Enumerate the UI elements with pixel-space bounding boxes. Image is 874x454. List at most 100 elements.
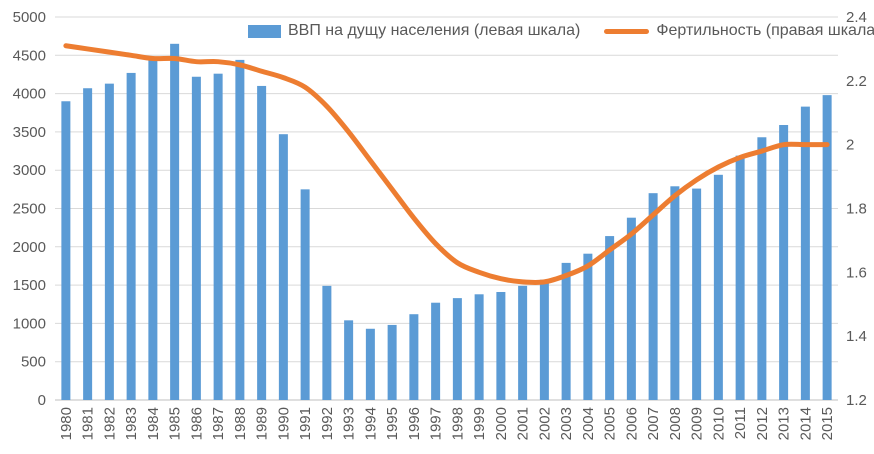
- x-axis-year-label: 2006: [623, 407, 640, 440]
- chart-legend: ВВП на дущу населения (левая шкала) Ферт…: [248, 22, 874, 40]
- gdp-bar: [431, 302, 441, 400]
- x-axis-year-label: 1992: [319, 407, 336, 440]
- left-axis-tick-label: 4000: [13, 86, 46, 103]
- right-axis-tick-label: 2.4: [846, 9, 867, 26]
- x-axis-year-label: 1998: [449, 407, 466, 440]
- gdp-bar: [670, 186, 680, 400]
- x-axis-year-label: 2001: [515, 407, 532, 440]
- x-axis-year-label: 2004: [580, 407, 597, 440]
- gdp-bar: [474, 294, 484, 400]
- gdp-bar: [170, 43, 180, 401]
- left-axis-tick-label: 3000: [13, 162, 46, 179]
- gdp-bar: [822, 95, 832, 400]
- x-axis-year-label: 1988: [232, 407, 249, 440]
- x-axis-year-label: 1990: [275, 407, 292, 440]
- left-axis-tick-label: 2000: [13, 239, 46, 256]
- left-axis-tick-label: 4500: [13, 47, 46, 64]
- gdp-bar: [387, 324, 397, 400]
- fertility-line-swatch-icon: [604, 28, 650, 34]
- right-axis-tick-label: 2.2: [846, 73, 867, 90]
- x-axis-year-label: 2003: [558, 407, 575, 440]
- gdp-bar: [539, 279, 549, 400]
- x-axis-year-label: 2009: [689, 407, 706, 440]
- gdp-bar: [779, 125, 789, 401]
- x-axis-year-label: 2002: [536, 407, 553, 440]
- x-axis-year-label: 1987: [210, 407, 227, 440]
- right-axis-tick-label: 1.8: [846, 201, 867, 218]
- gdp-bar: [344, 320, 354, 400]
- gdp-bar: [583, 253, 593, 400]
- gdp-bar: [561, 262, 571, 400]
- gdp-bar: [757, 137, 767, 400]
- gdp-bar-swatch-icon: [248, 24, 281, 38]
- x-axis-year-label: 1981: [80, 407, 97, 440]
- x-axis-year-label: 2014: [797, 407, 814, 440]
- gdp-bar: [104, 83, 114, 400]
- gdp-bar: [300, 189, 310, 400]
- x-axis-year-label: 2007: [645, 407, 662, 440]
- gdp-bar: [452, 298, 462, 400]
- legend-label-gdp: ВВП на дущу населения (левая шкала): [288, 22, 581, 39]
- x-axis-year-label: 1993: [341, 407, 358, 440]
- x-axis-year-label: 2015: [819, 407, 836, 440]
- gdp-bar: [713, 174, 723, 400]
- right-axis-tick-label: 1.4: [846, 328, 867, 345]
- x-axis-year-label: 1984: [145, 407, 162, 440]
- gdp-bar: [83, 88, 93, 400]
- gdp-bar: [322, 285, 332, 400]
- left-axis-tick-label: 1000: [13, 315, 46, 332]
- x-axis-year-label: 2000: [493, 407, 510, 440]
- x-axis-year-label: 1995: [384, 407, 401, 440]
- gdp-bar: [148, 59, 158, 400]
- gdp-bar: [605, 236, 615, 400]
- gdp-bar: [365, 328, 375, 400]
- x-axis-year-label: 1996: [406, 407, 423, 440]
- gdp-bar: [648, 193, 658, 400]
- legend-item-gdp: ВВП на дущу населения (левая шкала): [248, 22, 580, 40]
- gdp-bar: [800, 106, 810, 400]
- x-axis-year-label: 1989: [254, 407, 271, 440]
- x-axis-year-label: 1986: [188, 407, 205, 440]
- x-axis-year-label: 1994: [362, 407, 379, 440]
- left-axis-tick-label: 5000: [13, 9, 46, 26]
- x-axis-year-label: 1982: [101, 407, 118, 440]
- gdp-bar: [735, 155, 745, 400]
- x-axis-year-label: 2011: [732, 407, 749, 439]
- left-axis-tick-label: 1500: [13, 277, 46, 294]
- x-axis-year-label: 2012: [754, 407, 771, 440]
- legend-label-fertility: Фертильность (правая шкала): [656, 22, 874, 39]
- gdp-bar: [692, 188, 702, 400]
- left-axis-tick-label: 3500: [13, 124, 46, 141]
- gdp-bar: [126, 72, 136, 400]
- left-axis-tick-label: 2500: [13, 201, 46, 218]
- right-axis-tick-label: 1.6: [846, 264, 867, 281]
- right-axis-tick-label: 2: [846, 137, 854, 154]
- left-axis-tick-label: 0: [38, 392, 46, 409]
- x-axis-year-label: 1997: [428, 407, 445, 440]
- gdp-bar: [213, 73, 223, 401]
- x-axis-year-label: 2010: [710, 407, 727, 440]
- x-axis-year-label: 2008: [667, 407, 684, 440]
- gdp-bar: [626, 217, 636, 400]
- x-axis-year-label: 1999: [471, 407, 488, 440]
- gdp-bar: [278, 134, 288, 400]
- gdp-bar: [409, 314, 419, 400]
- legend-item-fertility: Фертильность (правая шкала): [604, 22, 874, 40]
- gdp-bar: [235, 59, 245, 401]
- right-axis-tick-label: 1.2: [846, 392, 867, 409]
- x-axis-year-label: 1980: [58, 407, 75, 440]
- left-axis-tick-label: 500: [21, 354, 46, 371]
- x-axis-year-label: 1991: [297, 407, 314, 440]
- gdp-bar: [61, 101, 71, 400]
- x-axis-year-label: 2013: [776, 407, 793, 440]
- gdp-bar: [518, 285, 528, 400]
- gdp-bar: [257, 85, 267, 400]
- x-axis-year-label: 1985: [167, 407, 184, 440]
- x-axis-year-label: 2005: [602, 407, 619, 440]
- gdp-bar: [191, 76, 201, 401]
- fertility-line: [63, 43, 830, 286]
- x-axis-year-label: 1983: [123, 407, 140, 440]
- gdp-bar: [496, 291, 506, 400]
